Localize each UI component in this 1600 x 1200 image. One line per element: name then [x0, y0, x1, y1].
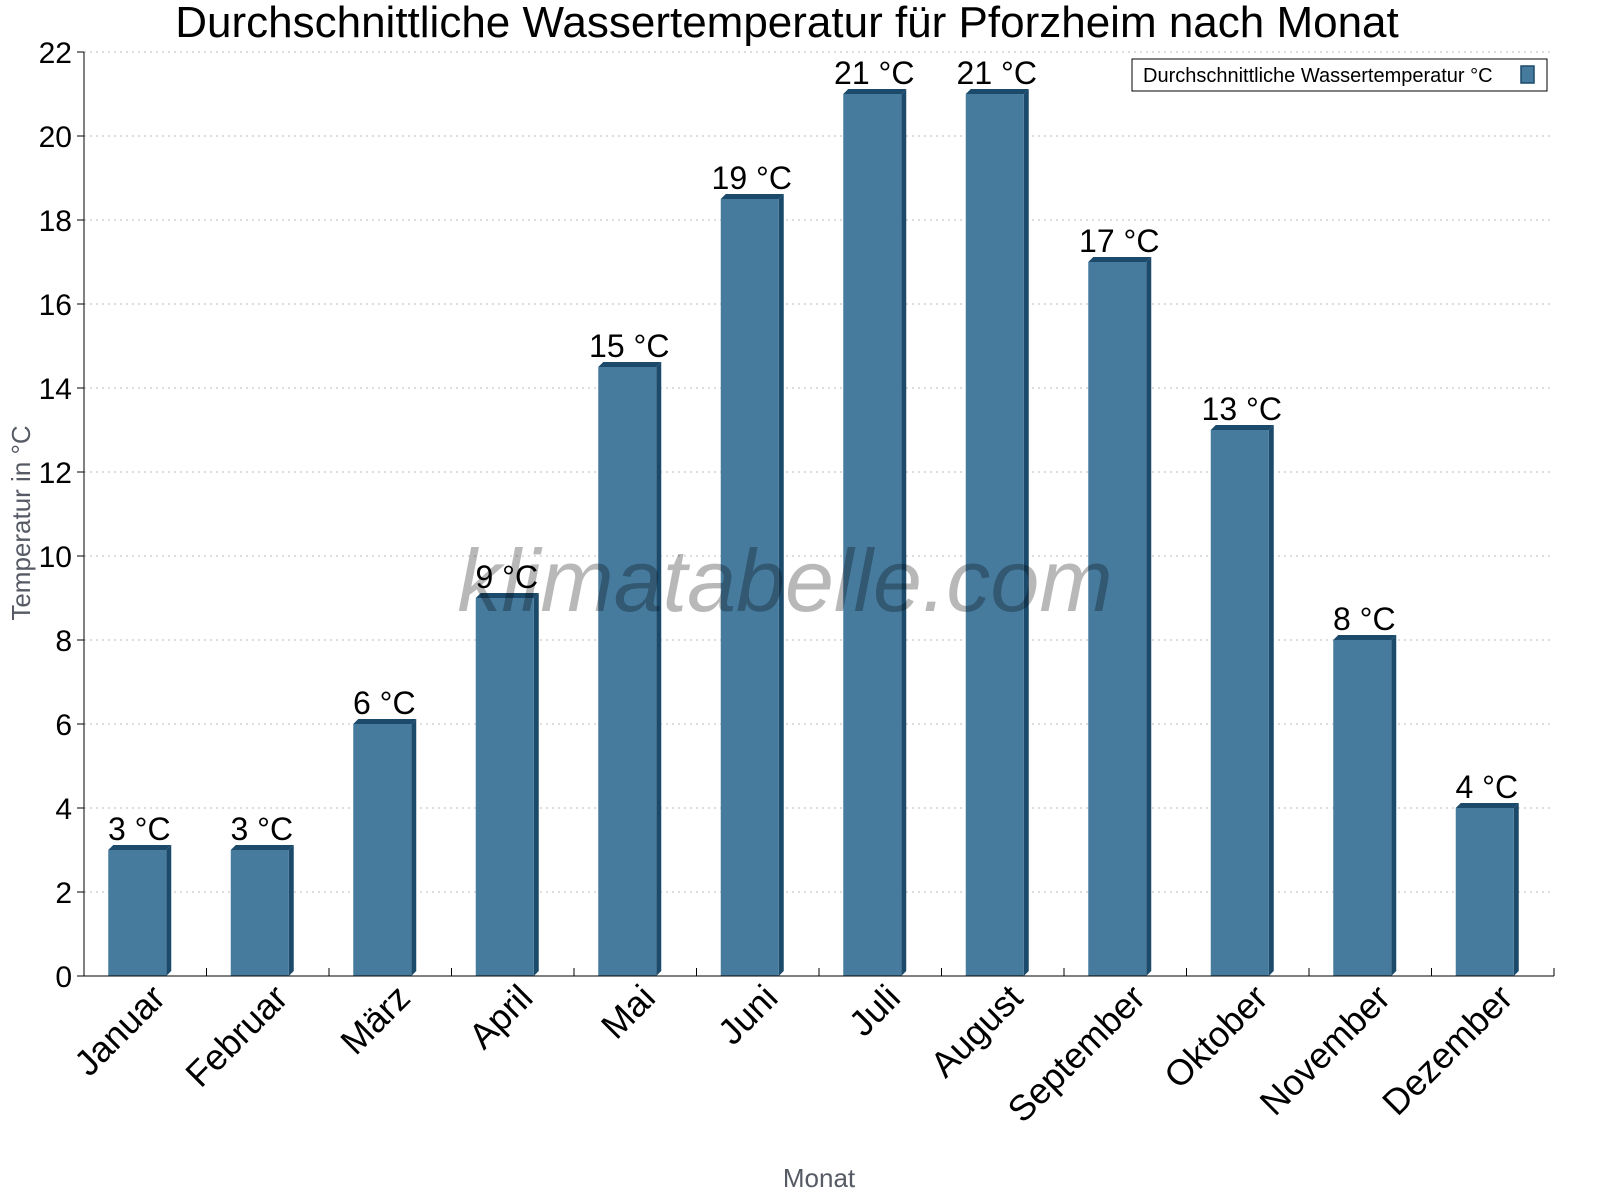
- bar-side: [901, 89, 907, 976]
- bar-august: [965, 89, 1029, 976]
- y-tick-label: 18: [39, 205, 72, 238]
- bar-front: [965, 94, 1024, 976]
- bar-top: [965, 89, 1029, 94]
- y-tick-label: 4: [55, 793, 72, 826]
- bar-märz: [353, 719, 417, 976]
- legend: Durchschnittliche Wassertemperatur °C: [1131, 58, 1548, 92]
- bar-front: [230, 850, 289, 976]
- bar-september: [1088, 257, 1152, 976]
- bar-side: [1513, 803, 1519, 976]
- data-label-januar: 3 °C: [108, 811, 171, 847]
- data-label-april: 9 °C: [475, 559, 538, 595]
- grid: [84, 51, 1554, 893]
- data-label-november: 8 °C: [1333, 601, 1396, 637]
- bar-front: [108, 850, 167, 976]
- bar-juni: [720, 194, 784, 976]
- bar-side: [533, 593, 539, 976]
- x-tick-label-februar: Februar: [177, 977, 295, 1095]
- data-label-märz: 6 °C: [353, 685, 416, 721]
- bar-front: [1455, 808, 1514, 976]
- x-tick-label-juni: Juni: [710, 977, 786, 1053]
- bar-front: [353, 724, 412, 976]
- bar-front: [1333, 640, 1392, 976]
- data-label-mai: 15 °C: [589, 328, 669, 364]
- x-tick-label-märz: März: [332, 977, 418, 1063]
- bar-top: [230, 845, 294, 850]
- bar-side: [656, 362, 662, 976]
- bar-top: [475, 593, 539, 598]
- legend-box: [1131, 58, 1548, 92]
- legend-label: Durchschnittliche Wassertemperatur °C: [1143, 65, 1493, 87]
- bar-side: [1268, 425, 1274, 976]
- bar-side: [778, 194, 784, 976]
- bar-februar: [230, 845, 294, 976]
- data-label-september: 17 °C: [1079, 223, 1159, 259]
- bar-front: [1210, 430, 1269, 976]
- bar-front: [475, 598, 534, 976]
- x-tick-label-april: April: [460, 977, 540, 1057]
- bar-top: [843, 89, 907, 94]
- bar-front: [598, 367, 657, 976]
- bar-top: [1333, 635, 1397, 640]
- y-axis-label: Temperatur in °C: [6, 425, 36, 620]
- y-tick-label: 8: [55, 625, 72, 658]
- y-tick-label: 12: [39, 457, 72, 490]
- bar-front: [720, 199, 779, 976]
- bar-top: [108, 845, 172, 850]
- bar-side: [1391, 635, 1397, 976]
- bar-front: [1088, 262, 1147, 976]
- bar-top: [1088, 257, 1152, 262]
- bar-top: [1210, 425, 1274, 430]
- y-tick-label: 16: [39, 289, 72, 322]
- data-label-februar: 3 °C: [230, 811, 293, 847]
- bars: [108, 89, 1519, 976]
- y-tick-label: 0: [55, 961, 72, 994]
- data-label-oktober: 13 °C: [1202, 391, 1282, 427]
- y-tick-label: 10: [39, 541, 72, 574]
- y-tick-label: 22: [39, 37, 72, 70]
- bar-side: [166, 845, 172, 976]
- bar-dezember: [1455, 803, 1519, 976]
- bar-side: [1146, 257, 1152, 976]
- x-tick-label-november: November: [1251, 977, 1397, 1123]
- x-tick-label-oktober: Oktober: [1156, 977, 1276, 1097]
- y-tick-label: 6: [55, 709, 72, 742]
- bar-top: [353, 719, 417, 724]
- chart-title: Durchschnittliche Wassertemperatur für P…: [175, 0, 1399, 47]
- x-tick-label-januar: Januar: [66, 977, 173, 1084]
- x-axis-label: Monat: [783, 1163, 856, 1193]
- data-label-dezember: 4 °C: [1455, 769, 1518, 805]
- x-tick-label-mai: Mai: [593, 977, 663, 1047]
- bar-side: [411, 719, 417, 976]
- bar-side: [288, 845, 294, 976]
- bar-front: [843, 94, 902, 976]
- y-tick-label: 20: [39, 121, 72, 154]
- bar-oktober: [1210, 425, 1274, 976]
- x-tick-label-juli: Juli: [841, 977, 908, 1044]
- bar-top: [598, 362, 662, 367]
- bar-top: [1455, 803, 1519, 808]
- bar-april: [475, 593, 539, 976]
- legend-swatch: [1520, 65, 1535, 84]
- y-tick-label: 14: [39, 373, 72, 406]
- bar-mai: [598, 362, 662, 976]
- data-label-juli: 21 °C: [834, 55, 914, 91]
- bar-januar: [108, 845, 172, 976]
- x-tick-label-dezember: Dezember: [1374, 977, 1520, 1123]
- data-label-juni: 19 °C: [712, 160, 792, 196]
- x-tick-label-august: August: [922, 977, 1030, 1085]
- watermark: klimatabelle.com: [457, 531, 1112, 630]
- data-label-august: 21 °C: [957, 55, 1037, 91]
- bar-top: [720, 194, 784, 199]
- bar-juli: [843, 89, 907, 976]
- bar-side: [1023, 89, 1029, 976]
- bar-november: [1333, 635, 1397, 976]
- y-tick-label: 2: [55, 877, 72, 910]
- data-labels: 3 °C 3 °C 6 °C 9 °C 15 °C 19 °C 21 °C 21 °C 17 °…: [108, 55, 1518, 847]
